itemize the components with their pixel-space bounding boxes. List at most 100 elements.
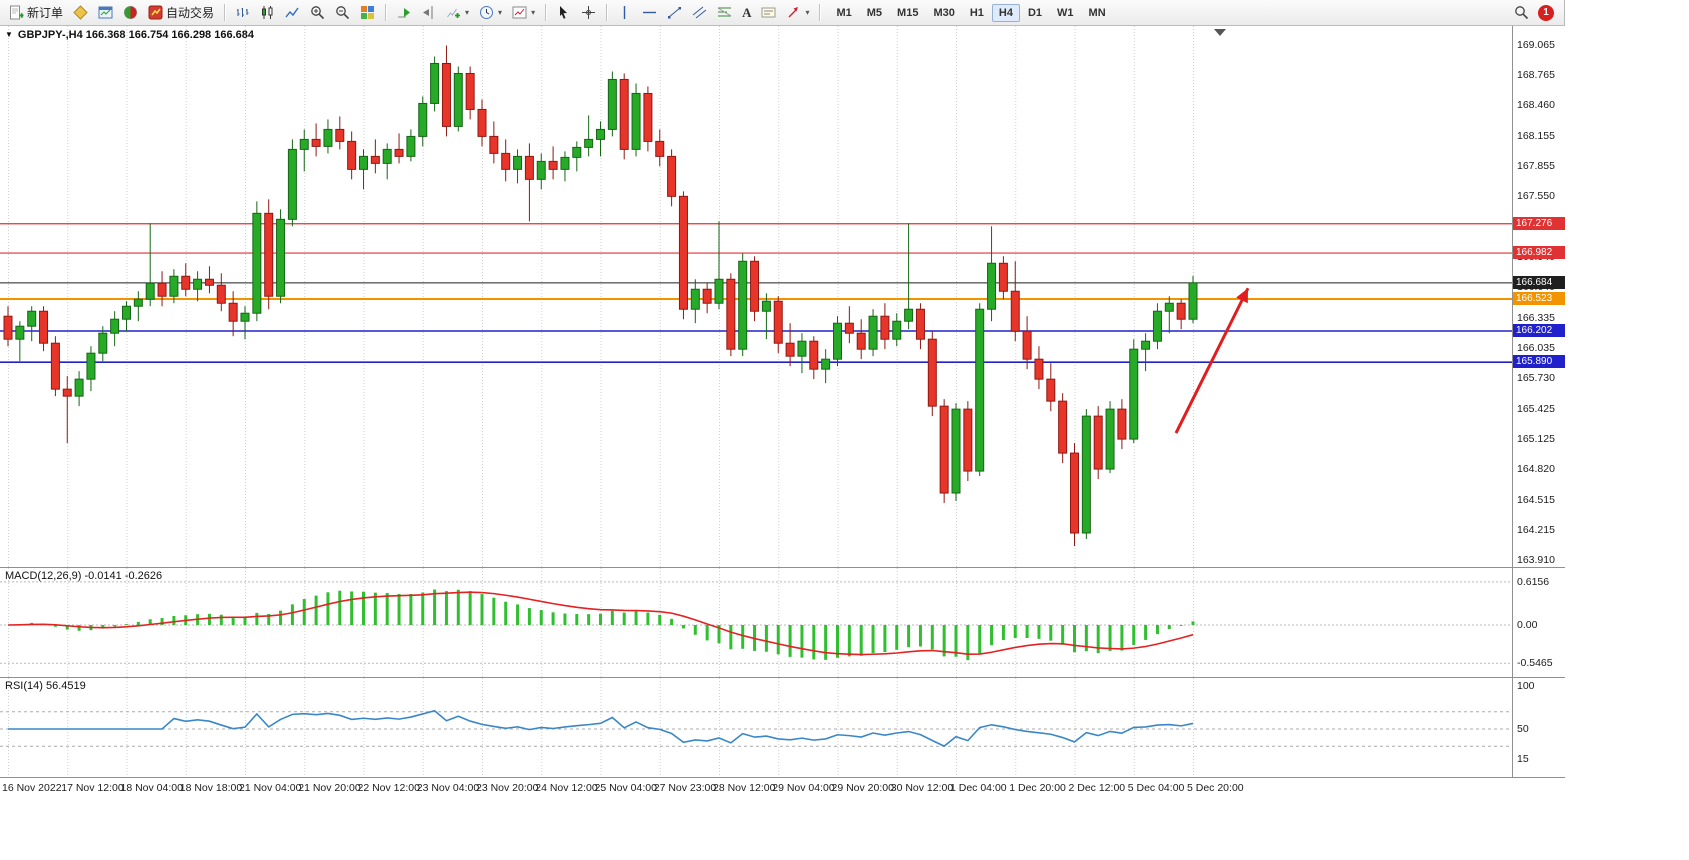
candle — [145, 282, 155, 300]
chart-header: ▼ GBPJPY-,H4 166.368 166.754 166.298 166… — [5, 29, 254, 41]
timeframe-button-h4[interactable]: H4 — [991, 3, 1020, 22]
one-click-trading-toggle[interactable]: ▼ — [5, 30, 13, 39]
channel-tool-button[interactable] — [687, 2, 712, 24]
zoom-out-button[interactable] — [330, 2, 355, 24]
timeframe-button-m5[interactable]: M5 — [866, 6, 883, 19]
candle — [892, 320, 902, 340]
candle — [927, 338, 937, 407]
rsi-tick: 100 — [1517, 680, 1535, 692]
level-price-badge: 166.982 — [1513, 246, 1565, 260]
notification-count: 1 — [1543, 7, 1549, 18]
time-label: 1 Dec 20:00 — [1009, 782, 1066, 794]
candle — [1105, 408, 1115, 470]
candlestick-mode-button[interactable] — [255, 2, 280, 24]
horizontal-line-tool-button[interactable] — [637, 2, 662, 24]
candle — [299, 138, 309, 150]
macd-axis[interactable]: 0.6156 0.00 -0.5465 — [1512, 568, 1565, 677]
fibonacci-tool-button[interactable] — [712, 2, 737, 24]
cursor-tool-button[interactable] — [551, 2, 576, 24]
line-chart-icon — [285, 7, 299, 18]
macd-label: MACD(12,26,9) -0.0141 -0.2626 — [5, 570, 163, 582]
timeframe-button-w1[interactable]: W1 — [1057, 6, 1074, 19]
candle — [430, 62, 440, 104]
candle — [62, 388, 72, 397]
main-price-axis[interactable]: 169.065 168.765 168.460 168.155 167.855 167.5… — [1512, 26, 1565, 567]
candle — [655, 140, 665, 157]
candle — [1010, 290, 1020, 332]
time-axis[interactable]: 16 Nov 2022 17 Nov 12:00 18 Nov 04:00 18 No… — [0, 777, 1565, 797]
candle — [821, 358, 831, 370]
candle — [110, 318, 120, 334]
candle — [181, 275, 191, 290]
candle — [560, 156, 570, 170]
macd-canvas[interactable] — [0, 568, 1512, 677]
line-chart-mode-button[interactable] — [280, 2, 305, 24]
timeframe-button-h1[interactable]: H1 — [969, 6, 984, 19]
price-tick: 164.820 — [1517, 463, 1555, 476]
candle — [833, 322, 842, 360]
candle — [726, 278, 736, 350]
candle — [477, 108, 487, 137]
timeframe-button-d1[interactable]: D1 — [1027, 6, 1043, 19]
candle — [359, 155, 368, 170]
metaeditor-icon — [73, 5, 88, 20]
price-tick: 165.125 — [1517, 432, 1555, 445]
candle — [370, 155, 380, 164]
vertical-line-tool-button[interactable] — [612, 2, 637, 24]
candle — [1117, 408, 1127, 440]
timeframe-button-m15[interactable]: M15 — [897, 6, 919, 19]
candle — [1058, 400, 1068, 454]
price-tick: 166.335 — [1517, 311, 1555, 324]
tile-windows-button[interactable] — [355, 2, 380, 24]
bar-chart-mode-button[interactable] — [230, 2, 255, 24]
trendline-tool-button[interactable] — [662, 2, 687, 24]
rsi-canvas[interactable] — [0, 678, 1512, 777]
candle — [15, 325, 25, 340]
autotrading-button[interactable]: 自动交易 — [143, 2, 219, 24]
time-label: 5 Dec 04:00 — [1127, 782, 1185, 794]
candle — [631, 92, 641, 150]
indicators-button[interactable]: ▾ — [441, 2, 474, 24]
candle — [264, 212, 274, 297]
new-chart-button[interactable] — [93, 2, 118, 24]
timeframe-button-m30[interactable]: M30 — [933, 6, 955, 19]
chart-region: ▼ GBPJPY-,H4 166.368 166.754 166.298 166… — [0, 26, 1565, 797]
crosshair-tool-button[interactable] — [576, 2, 601, 24]
timeframe-button-mn[interactable]: MN — [1088, 6, 1106, 19]
timeframe-group: M1 M5 M15 M30 H1 H4 D1 W1 MN — [829, 3, 1112, 22]
candle — [584, 138, 594, 148]
candle — [240, 312, 250, 322]
toolbar: 新订单 自动交易 — [0, 0, 1564, 26]
timeframe-button-m1[interactable]: M1 — [836, 6, 852, 19]
price-tick: 163.910 — [1517, 553, 1555, 566]
rsi-axis[interactable]: 100 50 15 — [1512, 678, 1565, 777]
chart-shift-button[interactable] — [416, 2, 441, 24]
channel-icon — [692, 6, 707, 19]
auto-scroll-button[interactable] — [391, 2, 416, 24]
horizontal-line-icon — [643, 11, 657, 14]
market-depth-button[interactable] — [118, 2, 143, 24]
price-tick: 167.550 — [1517, 190, 1555, 203]
bar-chart-icon — [237, 8, 249, 17]
candle — [975, 308, 985, 472]
arrows-tool-button[interactable]: ▾ — [781, 2, 814, 24]
metaeditor-button[interactable] — [68, 2, 93, 24]
rsi-tick: 50 — [1517, 723, 1529, 735]
text-label-tool-button[interactable] — [756, 2, 781, 24]
macd-tick: -0.5465 — [1517, 657, 1553, 670]
notification-badge[interactable]: 1 — [1538, 4, 1554, 21]
zoom-in-icon — [311, 6, 325, 20]
text-tool-button[interactable]: A — [737, 2, 756, 24]
zoom-in-button[interactable] — [305, 2, 330, 24]
periods-button[interactable]: ▾ — [474, 2, 507, 24]
time-label: 23 Nov 04:00 — [416, 782, 480, 794]
candle — [1034, 358, 1044, 380]
templates-button[interactable]: ▾ — [507, 2, 540, 24]
price-chart-canvas[interactable] — [0, 26, 1512, 567]
new-order-button[interactable]: 新订单 — [4, 2, 68, 24]
candle — [501, 152, 511, 170]
terminal-window: 新订单 自动交易 — [0, 0, 1565, 797]
level-price-badge: 165.890 — [1513, 355, 1565, 369]
search-button[interactable] — [1509, 2, 1534, 24]
chevron-down-icon: ▾ — [498, 8, 503, 17]
